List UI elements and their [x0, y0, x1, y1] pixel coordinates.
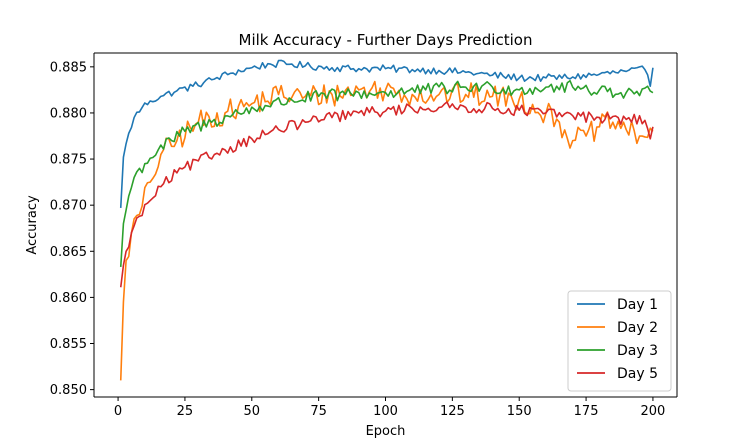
legend-label: Day 2 — [617, 320, 658, 336]
series-group — [119, 59, 654, 381]
x-tick-label: 175 — [574, 404, 599, 419]
x-tick-label: 150 — [507, 404, 532, 419]
series-line-4 — [119, 101, 654, 288]
y-axis: 0.850 0.855 0.860 0.865 0.870 0.875 0.880 0.885 — [50, 60, 94, 398]
y-tick-label: 0.875 — [50, 153, 87, 168]
x-tick-label: 200 — [641, 404, 666, 419]
y-tick-label: 0.880 — [50, 106, 87, 121]
x-tick-label: 100 — [373, 404, 398, 419]
x-tick-label: 50 — [244, 404, 261, 419]
series-line-1 — [119, 59, 654, 208]
legend-label: Day 5 — [617, 366, 658, 382]
x-axis-label: Epoch — [366, 424, 406, 439]
y-axis-label: Accuracy — [25, 195, 40, 255]
y-tick-label: 0.870 — [50, 199, 87, 214]
x-axis: 0 25 50 75 100 125 150 175 200 — [114, 397, 665, 419]
y-tick-label: 0.855 — [50, 337, 87, 352]
legend-box — [567, 290, 672, 392]
series-line-2 — [119, 80, 654, 381]
legend: Day 1 Day 2 Day 3 Day 5 — [567, 290, 672, 392]
y-tick-label: 0.885 — [50, 60, 87, 75]
legend-label: Day 1 — [617, 297, 658, 313]
x-tick-label: 125 — [440, 404, 465, 419]
x-tick-label: 25 — [177, 404, 194, 419]
series-line-3 — [119, 79, 654, 268]
x-tick-label: 75 — [310, 404, 327, 419]
chart-title: Milk Accuracy - Further Days Prediction — [239, 31, 533, 49]
y-tick-label: 0.865 — [50, 245, 87, 260]
y-tick-label: 0.850 — [50, 383, 87, 398]
x-tick-label: 0 — [114, 404, 122, 419]
y-tick-label: 0.860 — [50, 291, 87, 306]
legend-label: Day 3 — [617, 343, 658, 359]
